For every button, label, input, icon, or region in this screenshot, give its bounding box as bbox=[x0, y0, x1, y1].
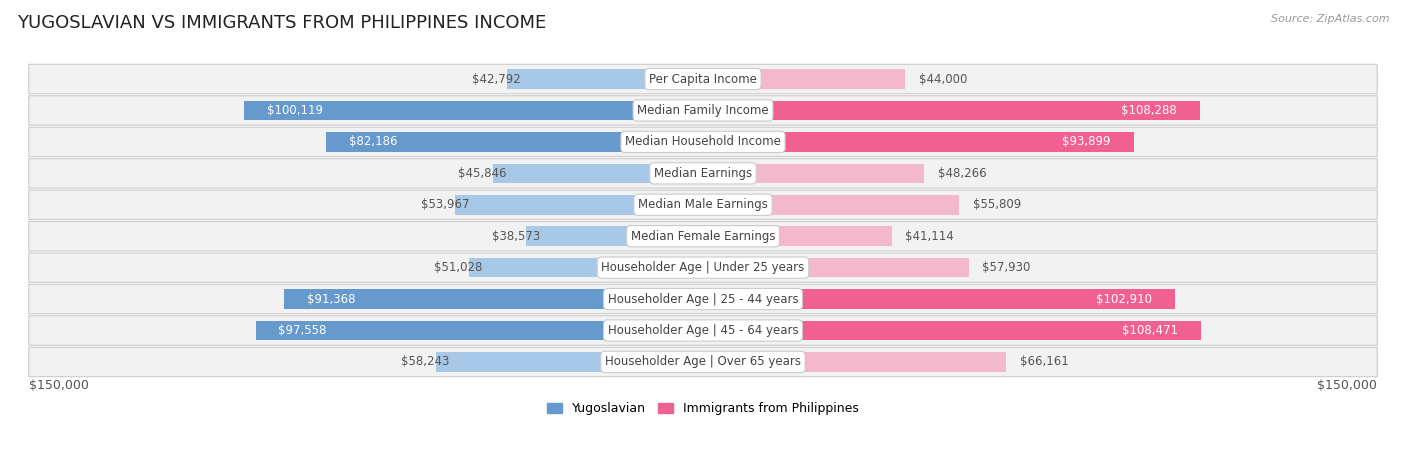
Text: $48,266: $48,266 bbox=[938, 167, 987, 180]
Text: $100,119: $100,119 bbox=[267, 104, 323, 117]
Legend: Yugoslavian, Immigrants from Philippines: Yugoslavian, Immigrants from Philippines bbox=[541, 397, 865, 420]
Bar bbox=[703, 69, 905, 89]
Bar bbox=[284, 290, 703, 309]
Text: YUGOSLAVIAN VS IMMIGRANTS FROM PHILIPPINES INCOME: YUGOSLAVIAN VS IMMIGRANTS FROM PHILIPPIN… bbox=[17, 14, 546, 32]
Text: $42,792: $42,792 bbox=[472, 72, 520, 85]
Text: Householder Age | 25 - 44 years: Householder Age | 25 - 44 years bbox=[607, 292, 799, 305]
Bar bbox=[703, 132, 1133, 152]
Text: $150,000: $150,000 bbox=[1317, 379, 1378, 392]
Text: $93,899: $93,899 bbox=[1063, 135, 1111, 149]
Text: $150,000: $150,000 bbox=[28, 379, 89, 392]
FancyBboxPatch shape bbox=[28, 96, 1378, 125]
Text: $38,573: $38,573 bbox=[492, 230, 540, 243]
Text: $91,368: $91,368 bbox=[307, 292, 356, 305]
Bar bbox=[703, 352, 1007, 372]
Text: $97,558: $97,558 bbox=[278, 324, 326, 337]
Bar bbox=[703, 321, 1201, 340]
FancyBboxPatch shape bbox=[28, 127, 1378, 156]
FancyBboxPatch shape bbox=[28, 284, 1378, 314]
FancyBboxPatch shape bbox=[28, 159, 1378, 188]
Text: $102,910: $102,910 bbox=[1097, 292, 1152, 305]
Text: $57,930: $57,930 bbox=[983, 261, 1031, 274]
Bar bbox=[703, 290, 1175, 309]
Text: $53,967: $53,967 bbox=[420, 198, 470, 211]
Text: $108,471: $108,471 bbox=[1122, 324, 1178, 337]
Text: Source: ZipAtlas.com: Source: ZipAtlas.com bbox=[1271, 14, 1389, 24]
Bar bbox=[326, 132, 703, 152]
Text: $66,161: $66,161 bbox=[1021, 355, 1069, 368]
Bar bbox=[470, 258, 703, 277]
Text: Per Capita Income: Per Capita Income bbox=[650, 72, 756, 85]
FancyBboxPatch shape bbox=[28, 190, 1378, 219]
Text: $82,186: $82,186 bbox=[349, 135, 398, 149]
FancyBboxPatch shape bbox=[28, 221, 1378, 251]
Text: Median Household Income: Median Household Income bbox=[626, 135, 780, 149]
Bar bbox=[256, 321, 703, 340]
Bar bbox=[703, 258, 969, 277]
Bar bbox=[506, 69, 703, 89]
Bar bbox=[526, 226, 703, 246]
Text: $44,000: $44,000 bbox=[918, 72, 967, 85]
Text: Median Family Income: Median Family Income bbox=[637, 104, 769, 117]
Text: $108,288: $108,288 bbox=[1121, 104, 1177, 117]
Text: Median Male Earnings: Median Male Earnings bbox=[638, 198, 768, 211]
Text: Median Earnings: Median Earnings bbox=[654, 167, 752, 180]
FancyBboxPatch shape bbox=[28, 64, 1378, 94]
Bar bbox=[436, 352, 703, 372]
Bar bbox=[492, 163, 703, 183]
Bar bbox=[243, 101, 703, 120]
FancyBboxPatch shape bbox=[28, 347, 1378, 377]
Text: $45,846: $45,846 bbox=[458, 167, 506, 180]
Text: $55,809: $55,809 bbox=[973, 198, 1021, 211]
FancyBboxPatch shape bbox=[28, 253, 1378, 283]
Bar bbox=[456, 195, 703, 214]
Text: Householder Age | Over 65 years: Householder Age | Over 65 years bbox=[605, 355, 801, 368]
Text: Householder Age | Under 25 years: Householder Age | Under 25 years bbox=[602, 261, 804, 274]
Bar bbox=[703, 101, 1199, 120]
Text: $58,243: $58,243 bbox=[401, 355, 450, 368]
Text: $41,114: $41,114 bbox=[905, 230, 955, 243]
Text: Median Female Earnings: Median Female Earnings bbox=[631, 230, 775, 243]
Text: $51,028: $51,028 bbox=[434, 261, 482, 274]
Bar bbox=[703, 163, 924, 183]
Bar bbox=[703, 226, 891, 246]
Text: Householder Age | 45 - 64 years: Householder Age | 45 - 64 years bbox=[607, 324, 799, 337]
Bar bbox=[703, 195, 959, 214]
FancyBboxPatch shape bbox=[28, 316, 1378, 345]
